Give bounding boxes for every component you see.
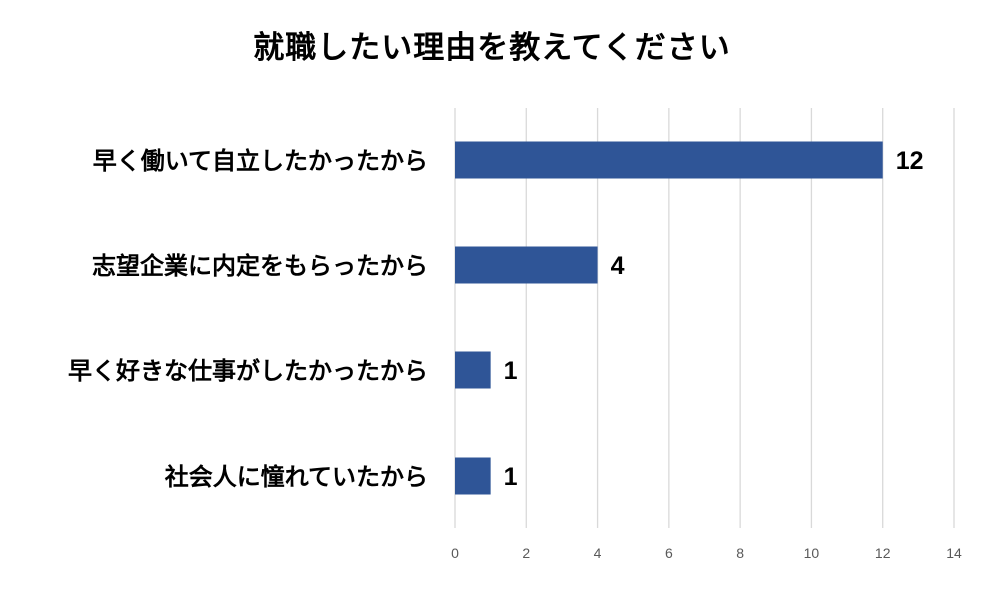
data-label: 4: [611, 252, 625, 280]
bars: [455, 141, 883, 495]
x-tick-label: 4: [594, 545, 602, 561]
x-tick-label: 14: [946, 545, 962, 561]
x-tick-label: 0: [451, 545, 459, 561]
category-label: 早く働いて自立したかったから: [93, 147, 428, 175]
bar: [455, 457, 491, 495]
data-label: 1: [504, 463, 518, 491]
chart-title: 就職したい理由を教えてください: [253, 30, 731, 66]
x-tick-label: 2: [522, 545, 530, 561]
category-label: 志望企業に内定をもらったから: [92, 252, 428, 280]
bar: [455, 246, 598, 284]
category-labels: 早く働いて自立したかったから志望企業に内定をもらったから早く好きな仕事がしたかっ…: [68, 147, 428, 491]
bar: [455, 141, 883, 179]
category-label: 社会人に憧れていたから: [165, 463, 428, 491]
bar: [455, 351, 491, 389]
x-tick-label: 8: [736, 545, 744, 561]
x-tick-label: 6: [665, 545, 673, 561]
data-labels: 12 4 1 1: [504, 147, 924, 491]
x-tick-labels: 0 2 4 6 8 10 12 14: [451, 545, 962, 561]
x-tick-label: 12: [875, 545, 891, 561]
data-label: 12: [896, 147, 924, 175]
x-tick-label: 10: [804, 545, 820, 561]
category-label: 早く好きな仕事がしたかったから: [68, 357, 428, 385]
data-label: 1: [504, 357, 518, 385]
